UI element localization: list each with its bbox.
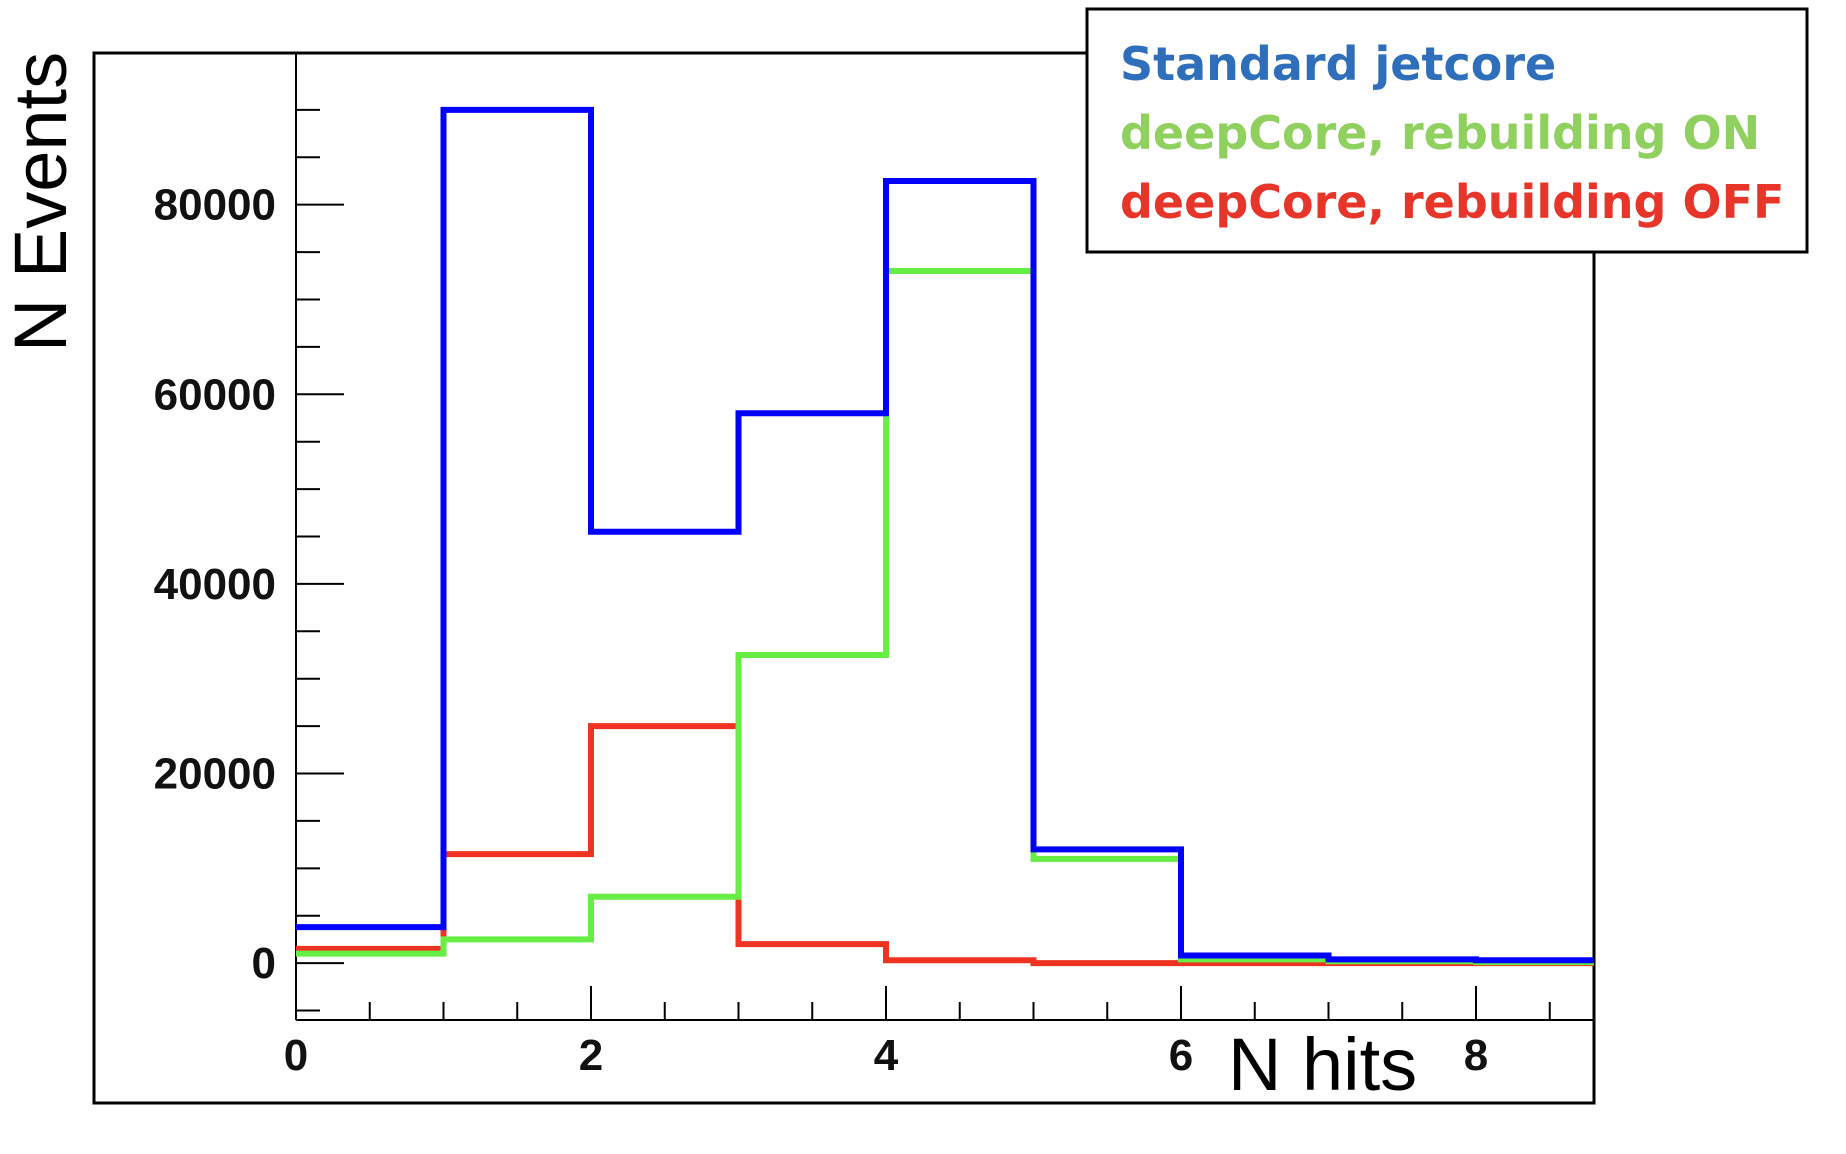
y-tick-label: 40000 <box>154 560 276 609</box>
legend-entry-standard-jetcore: Standard jetcore <box>1120 37 1556 91</box>
y-tick-label: 80000 <box>154 181 276 230</box>
x-tick-label: 0 <box>284 1031 308 1080</box>
series-line-standard-jetcore <box>296 106 1594 964</box>
y-tick-label: 20000 <box>154 750 276 799</box>
legend-entry-rebuilding-on: deepCore, rebuilding ON <box>1120 106 1760 160</box>
y-tick-label: 60000 <box>154 370 276 419</box>
legend-entry-rebuilding-off: deepCore, rebuilding OFF <box>1120 175 1784 229</box>
x-tick-label: 4 <box>874 1031 899 1080</box>
y-axis-title: N Events <box>0 52 82 352</box>
x-tick-label: 8 <box>1464 1031 1488 1080</box>
axis-ticks <box>295 108 1551 1020</box>
histogram-series <box>296 106 1594 967</box>
x-axis-title: N hits <box>1228 1023 1417 1106</box>
x-tick-label: 6 <box>1169 1031 1193 1080</box>
y-tick-label: 0 <box>252 939 276 988</box>
series-line-deepcore-rebuilding-off <box>296 723 1594 967</box>
axis-tick-labels: 0 20000 40000 60000 80000 0 2 4 6 8 <box>154 181 1489 1080</box>
x-tick-label: 2 <box>579 1031 603 1080</box>
legend-box <box>1085 7 1809 254</box>
